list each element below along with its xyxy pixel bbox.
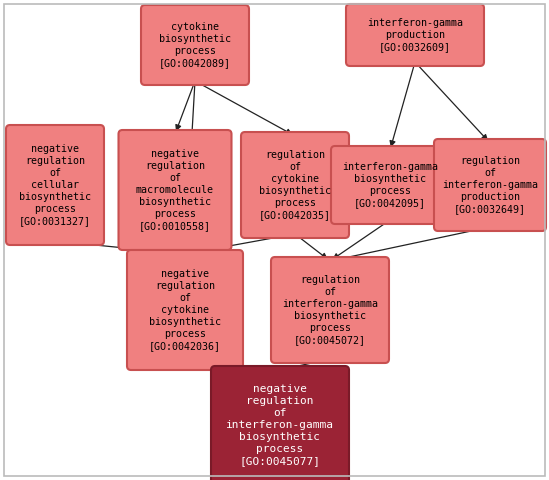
- Text: interferon-gamma
production
[GO:0032609]: interferon-gamma production [GO:0032609]: [367, 18, 463, 52]
- FancyBboxPatch shape: [331, 146, 449, 224]
- Text: cytokine
biosynthetic
process
[GO:0042089]: cytokine biosynthetic process [GO:004208…: [159, 22, 231, 68]
- Text: negative
regulation
of
cytokine
biosynthetic
process
[GO:0042036]: negative regulation of cytokine biosynth…: [149, 269, 221, 351]
- Text: interferon-gamma
biosynthetic
process
[GO:0042095]: interferon-gamma biosynthetic process [G…: [342, 162, 438, 208]
- Text: negative
regulation
of
cellular
biosynthetic
process
[GO:0031327]: negative regulation of cellular biosynth…: [19, 144, 91, 226]
- Text: regulation
of
cytokine
biosynthetic
process
[GO:0042035]: regulation of cytokine biosynthetic proc…: [259, 150, 331, 220]
- FancyBboxPatch shape: [241, 132, 349, 238]
- Text: negative
regulation
of
interferon-gamma
biosynthetic
process
[GO:0045077]: negative regulation of interferon-gamma …: [226, 384, 334, 466]
- FancyBboxPatch shape: [141, 5, 249, 85]
- Text: negative
regulation
of
macromolecule
biosynthetic
process
[GO:0010558]: negative regulation of macromolecule bio…: [136, 149, 214, 231]
- FancyBboxPatch shape: [6, 125, 104, 245]
- FancyBboxPatch shape: [119, 130, 232, 250]
- Text: regulation
of
interferon-gamma
production
[GO:0032649]: regulation of interferon-gamma productio…: [442, 156, 538, 214]
- FancyBboxPatch shape: [127, 250, 243, 370]
- FancyBboxPatch shape: [434, 139, 546, 231]
- FancyBboxPatch shape: [346, 4, 484, 66]
- FancyBboxPatch shape: [271, 257, 389, 363]
- FancyBboxPatch shape: [211, 366, 349, 480]
- Text: regulation
of
interferon-gamma
biosynthetic
process
[GO:0045072]: regulation of interferon-gamma biosynthe…: [282, 275, 378, 345]
